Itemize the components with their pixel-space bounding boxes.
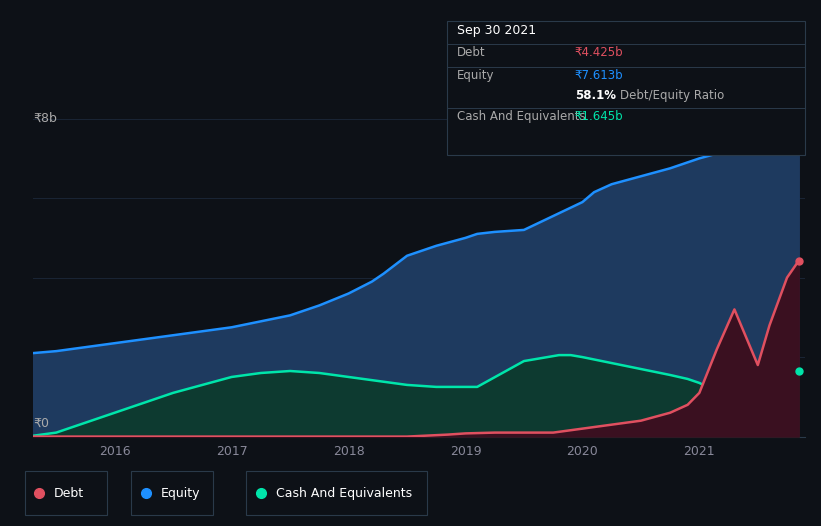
Text: ₹1.645b: ₹1.645b xyxy=(575,110,623,123)
Text: Debt: Debt xyxy=(54,487,85,500)
Text: Cash And Equivalents: Cash And Equivalents xyxy=(457,110,586,123)
Text: ₹7.613b: ₹7.613b xyxy=(575,69,623,83)
Text: Debt: Debt xyxy=(457,46,486,59)
Text: 58.1%: 58.1% xyxy=(575,89,616,103)
Text: Equity: Equity xyxy=(161,487,200,500)
Text: Debt/Equity Ratio: Debt/Equity Ratio xyxy=(620,89,724,103)
Text: Cash And Equivalents: Cash And Equivalents xyxy=(276,487,412,500)
Text: Equity: Equity xyxy=(457,69,495,83)
Text: Sep 30 2021: Sep 30 2021 xyxy=(457,24,536,37)
Text: ₹8b: ₹8b xyxy=(34,112,57,125)
Text: ₹4.425b: ₹4.425b xyxy=(575,46,623,59)
Text: ₹0: ₹0 xyxy=(34,417,49,429)
